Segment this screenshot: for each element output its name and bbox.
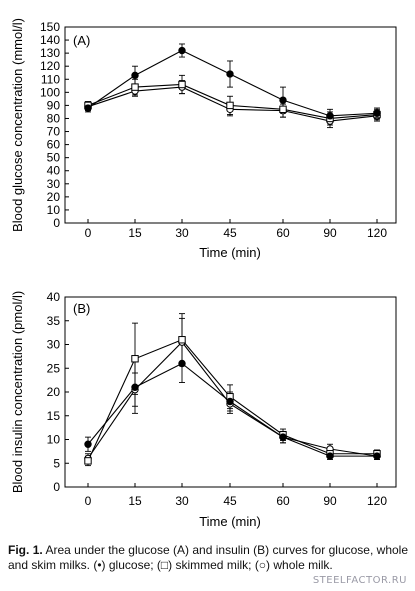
panel-b-y-tick-label: 0 — [53, 480, 60, 494]
panel-b-x-ticks: 0 15 30 45 60 90 120 — [85, 483, 387, 508]
panel-b-glucose-point — [84, 440, 92, 448]
panel-b-glucose-point — [226, 397, 234, 406]
panel-a-y-tick-label: 30 — [47, 177, 61, 191]
panel-a-y-tick-label: 80 — [47, 111, 61, 125]
panel-a-x-tick-label: 30 — [175, 226, 189, 240]
panel-b-x-tick-label: 0 — [85, 494, 92, 508]
panel-a-x-tick-label: 90 — [323, 226, 337, 240]
panel-a-glucose-point — [226, 70, 234, 78]
panel-a-y-tick-label: 130 — [40, 46, 60, 60]
panel-a-skimmed-point — [226, 101, 234, 110]
panel-b-glucose-point — [373, 452, 381, 460]
panel-a-chart: (A) 010203040506070809010011012013014015… — [10, 18, 397, 260]
panel-b-glucose-line — [87, 362, 377, 457]
panel-a-y-axis-label: Blood glucose concentration (mmol/l) — [10, 18, 25, 232]
panel-b-skimmed-point — [178, 336, 186, 344]
panel-a-glucose-point — [326, 112, 334, 120]
panel-b-x-tick-label: 30 — [175, 494, 189, 508]
panel-a-x-tick-label: 45 — [223, 226, 237, 240]
panel-a-y-tick-label: 110 — [41, 72, 60, 86]
panel-b-chart: (B) 0 5 10 15 20 25 30 35 40 0 15 30 45 60 90 120 Time… — [10, 290, 397, 529]
panel-a-skimmed-point — [178, 80, 186, 89]
panel-a-skimmed-point — [279, 105, 287, 114]
panel-a-y-tick-label: 20 — [47, 190, 61, 204]
panel-b-skimmed-point — [84, 457, 92, 465]
panel-a-y-tick-label: 70 — [47, 125, 61, 139]
panel-b-x-axis-label: Time (min) — [199, 514, 261, 529]
panel-b-y-tick-label: 30 — [47, 338, 61, 352]
panel-a-x-axis-label: Time (min) — [199, 245, 261, 260]
panel-a-y-tick-label: 100 — [40, 85, 60, 99]
panel-b-y-tick-label: 5 — [53, 456, 60, 470]
panel-b-glucose-point — [131, 383, 139, 391]
panel-b-x-tick-label: 90 — [323, 494, 337, 508]
watermark: STEELFACTOR.RU — [312, 575, 407, 586]
panel-a-label: (A) — [73, 33, 90, 48]
caption-label: Fig. 1. — [8, 543, 43, 557]
panel-b-x-tick-label: 45 — [223, 494, 237, 508]
panel-a-x-tick-label: 15 — [128, 226, 142, 240]
panel-b-glucose-point — [178, 359, 186, 368]
panel-b-skimmed-point — [131, 355, 139, 363]
panel-b-y-tick-label: 15 — [47, 409, 61, 423]
panel-a-y-tick-label: 60 — [47, 138, 61, 152]
panel-a-y-tick-label: 120 — [40, 59, 60, 73]
panel-a-glucose-point — [373, 109, 381, 117]
panel-a-glucose-point — [131, 71, 139, 80]
panel-b-label: (B) — [73, 301, 90, 316]
panel-a-y-tick-label: 0 — [53, 216, 60, 230]
panel-a-glucose-point — [178, 46, 186, 55]
panel-b-y-tick-label: 20 — [47, 385, 61, 399]
panel-a-x-tick-label: 0 — [85, 226, 92, 240]
panel-a-y-tick-label: 90 — [47, 98, 61, 112]
panel-b-y-tick-label: 10 — [47, 433, 61, 447]
caption-text: Area under the glucose (A) and insulin (… — [8, 543, 409, 572]
panel-b-x-tick-label: 60 — [276, 494, 290, 508]
figure-caption: Fig. 1. Area under the glucose (A) and i… — [8, 543, 408, 573]
panel-b-y-ticks: 0 5 10 15 20 25 30 35 40 — [47, 290, 69, 494]
panel-b-glucose-point — [326, 452, 334, 460]
panel-b-glucose-point — [279, 433, 287, 441]
panel-a-glucose-point — [84, 104, 92, 112]
panel-a-y-tick-label: 10 — [47, 203, 61, 217]
panel-b-series — [84, 313, 381, 467]
panel-a-skimmed-point — [131, 83, 139, 91]
panel-b-y-axis-label: Blood insulin concentration (pmol/l) — [10, 291, 25, 493]
panel-b-y-tick-label: 40 — [47, 290, 61, 304]
panel-a-x-tick-label: 60 — [276, 226, 290, 240]
panel-a-y-tick-label: 140 — [40, 33, 60, 47]
panel-a-x-ticks: 0 15 30 45 60 90 120 — [85, 219, 387, 240]
panel-b-y-tick-label: 25 — [47, 361, 61, 375]
panel-a-y-tick-label: 150 — [40, 20, 60, 34]
panel-a-frame — [64, 26, 397, 224]
panel-b-x-tick-label: 15 — [128, 494, 142, 508]
panel-a-x-tick-label: 120 — [367, 226, 387, 240]
panel-b-x-tick-label: 120 — [367, 494, 387, 508]
panel-a-y-tick-label: 40 — [47, 164, 61, 178]
panel-a-series — [84, 43, 381, 129]
panel-a-y-tick-label: 50 — [47, 151, 61, 165]
panel-b-y-tick-label: 35 — [47, 314, 61, 328]
panel-a-glucose-point — [279, 96, 287, 104]
